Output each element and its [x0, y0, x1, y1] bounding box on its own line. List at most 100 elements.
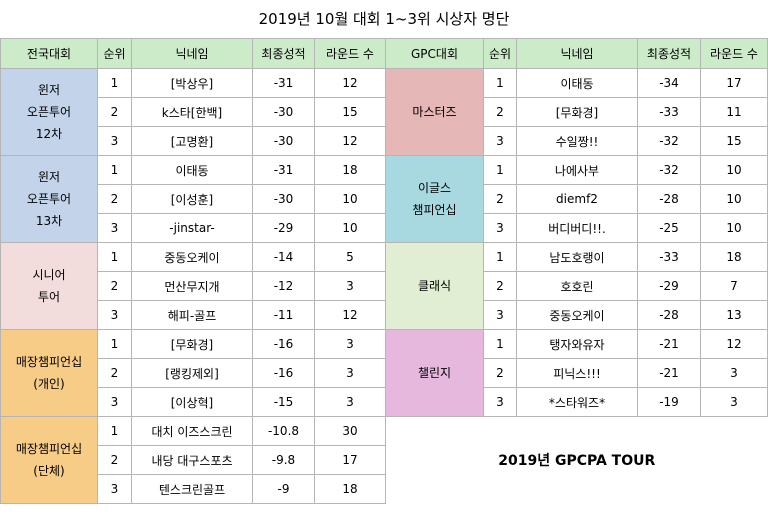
event-name-line: (단체) — [33, 464, 65, 478]
rank-cell: 3 — [483, 300, 517, 330]
nickname-cell: 호호린 — [516, 271, 638, 301]
rounds-cell: 13 — [700, 300, 768, 330]
final-score-cell: -31 — [252, 155, 315, 185]
header-row: 전국대회 순위 닉네임 최종성적 라운드 수 GPC대회 순위 닉네임 최종성적… — [0, 38, 768, 69]
nickname-cell: 탱자와유자 — [516, 329, 638, 359]
rank-cell: 3 — [97, 474, 132, 504]
rounds-cell: 12 — [314, 68, 386, 98]
header-rounds: 라운드 수 — [700, 38, 768, 69]
rank-cell: 2 — [483, 97, 517, 127]
nickname-cell: [이상혁] — [131, 387, 253, 417]
final-score-cell: -9.8 — [252, 445, 315, 475]
rounds-cell: 15 — [700, 126, 768, 156]
rank-cell: 3 — [97, 387, 132, 417]
table-row: 2 k스타[한백] -30 15 2 [무화경] -33 11 — [1, 97, 768, 127]
event-name-line: 오픈투어 — [26, 192, 72, 206]
event-name-line: 클래식 — [417, 279, 452, 293]
rounds-cell: 10 — [700, 213, 768, 243]
header-final-score: 최종성적 — [637, 38, 701, 69]
final-score-cell: -25 — [637, 213, 701, 243]
rank-cell: 1 — [97, 416, 132, 446]
rank-cell: 2 — [97, 271, 132, 301]
rounds-cell: 3 — [314, 358, 386, 388]
table-row: 3 [고명환] -30 12 3 수일짱!! -32 15 — [1, 126, 768, 156]
header-nickname: 닉네임 — [516, 38, 638, 69]
rank-cell: 3 — [97, 300, 132, 330]
table-row: 3 텐스크린골프 -9 18 — [1, 474, 768, 504]
event-name-line: 윈저 — [37, 170, 61, 184]
event-name-cell: 윈저 오픈투어 13차 — [0, 155, 98, 243]
nickname-cell: diemf2 — [516, 184, 638, 214]
rank-cell: 2 — [483, 358, 517, 388]
final-score-cell: -14 — [252, 242, 315, 272]
tour-footer: 2019년 GPCPA TOUR — [498, 453, 656, 470]
rounds-cell: 17 — [700, 68, 768, 98]
nickname-cell: -jinstar- — [131, 213, 253, 243]
rounds-cell: 15 — [314, 97, 386, 127]
nickname-cell: 텐스크린골프 — [131, 474, 253, 504]
event-name-line: (개인) — [33, 377, 65, 391]
event-name-line: 12차 — [35, 127, 63, 141]
final-score-cell: -28 — [637, 300, 701, 330]
event-name-line: 챔피언십 — [412, 203, 457, 217]
header-gpc-event: GPC대회 — [385, 38, 484, 69]
gpc-event-name-cell: 마스터즈 — [385, 68, 484, 156]
nickname-cell: 피닉스!!! — [516, 358, 638, 388]
final-score-cell: -34 — [637, 68, 701, 98]
nickname-cell: 대치 이즈스크린 — [131, 416, 253, 446]
event-name-cell: 매장챔피언십 (단체) — [0, 416, 98, 504]
award-table: 전국대회 순위 닉네임 최종성적 라운드 수 GPC대회 순위 닉네임 최종성적… — [0, 38, 768, 504]
nickname-cell: 중동오케이 — [131, 242, 253, 272]
final-score-cell: -19 — [637, 387, 701, 417]
rank-cell: 1 — [483, 68, 517, 98]
rank-cell: 1 — [483, 329, 517, 359]
rounds-cell: 10 — [314, 213, 386, 243]
nickname-cell: 해피-골프 — [131, 300, 253, 330]
final-score-cell: -32 — [637, 155, 701, 185]
rounds-cell: 10 — [700, 155, 768, 185]
rank-cell: 2 — [483, 271, 517, 301]
header-nickname: 닉네임 — [131, 38, 253, 69]
event-name-line: 윈저 — [37, 83, 61, 97]
event-name-line: 매장챔피언십 — [15, 355, 83, 369]
final-score-cell: -31 — [252, 68, 315, 98]
table-row: 매장챔피언십 (개인) 1 [무화경] -16 3 챌린지 1 탱자와유자 -21 12 — [0, 329, 768, 417]
rounds-cell: 10 — [700, 184, 768, 214]
final-score-cell: -16 — [252, 358, 315, 388]
rank-cell: 1 — [483, 155, 517, 185]
header-final-score: 최종성적 — [252, 38, 315, 69]
event-name-cell: 시니어 투어 — [0, 242, 98, 330]
rounds-cell: 10 — [314, 184, 386, 214]
rounds-cell: 3 — [700, 358, 768, 388]
table-row: 3 해피-골프 -11 12 3 중동오케이 -28 13 — [1, 300, 768, 330]
rounds-cell: 3 — [314, 271, 386, 301]
table-row: 매장챔피언십 (단체) 1 대치 이즈스크린 -10.8 30 2019년 GPCPA TO… — [0, 416, 768, 504]
rank-cell: 1 — [97, 68, 132, 98]
rounds-cell: 18 — [700, 242, 768, 272]
nickname-cell: 중동오케이 — [516, 300, 638, 330]
rank-cell: 1 — [483, 242, 517, 272]
nickname-cell: 이태동 — [516, 68, 638, 98]
table-row: 시니어 투어 1 중동오케이 -14 5 클래식 1 남도호랭이 -33 18 — [0, 242, 768, 330]
table-row: 윈저 오픈투어 13차 1 이태동 -31 18 이글스 챔피언십 1 나에사부 -32 10 — [0, 155, 768, 243]
header-domestic-event: 전국대회 — [0, 38, 98, 69]
event-name-line: 투어 — [37, 290, 61, 304]
nickname-cell: [고명환] — [131, 126, 253, 156]
final-score-cell: -29 — [252, 213, 315, 243]
rank-cell: 2 — [483, 184, 517, 214]
gpc-event-name-cell: 이글스 챔피언십 — [385, 155, 484, 243]
final-score-cell: -16 — [252, 329, 315, 359]
table-row: 3 [이상혁] -15 3 3 *스타워즈* -19 3 — [1, 387, 768, 417]
rank-cell: 3 — [483, 126, 517, 156]
nickname-cell: k스타[한백] — [131, 97, 253, 127]
nickname-cell: 남도호랭이 — [516, 242, 638, 272]
rank-cell: 3 — [97, 213, 132, 243]
nickname-cell: 내당 대구스포츠 — [131, 445, 253, 475]
rank-cell: 3 — [483, 387, 517, 417]
rank-cell: 1 — [97, 329, 132, 359]
gpc-event-name-cell: 클래식 — [385, 242, 484, 330]
final-score-cell: -11 — [252, 300, 315, 330]
rank-cell: 3 — [97, 126, 132, 156]
final-score-cell: -32 — [637, 126, 701, 156]
nickname-cell: [무화경] — [131, 329, 253, 359]
